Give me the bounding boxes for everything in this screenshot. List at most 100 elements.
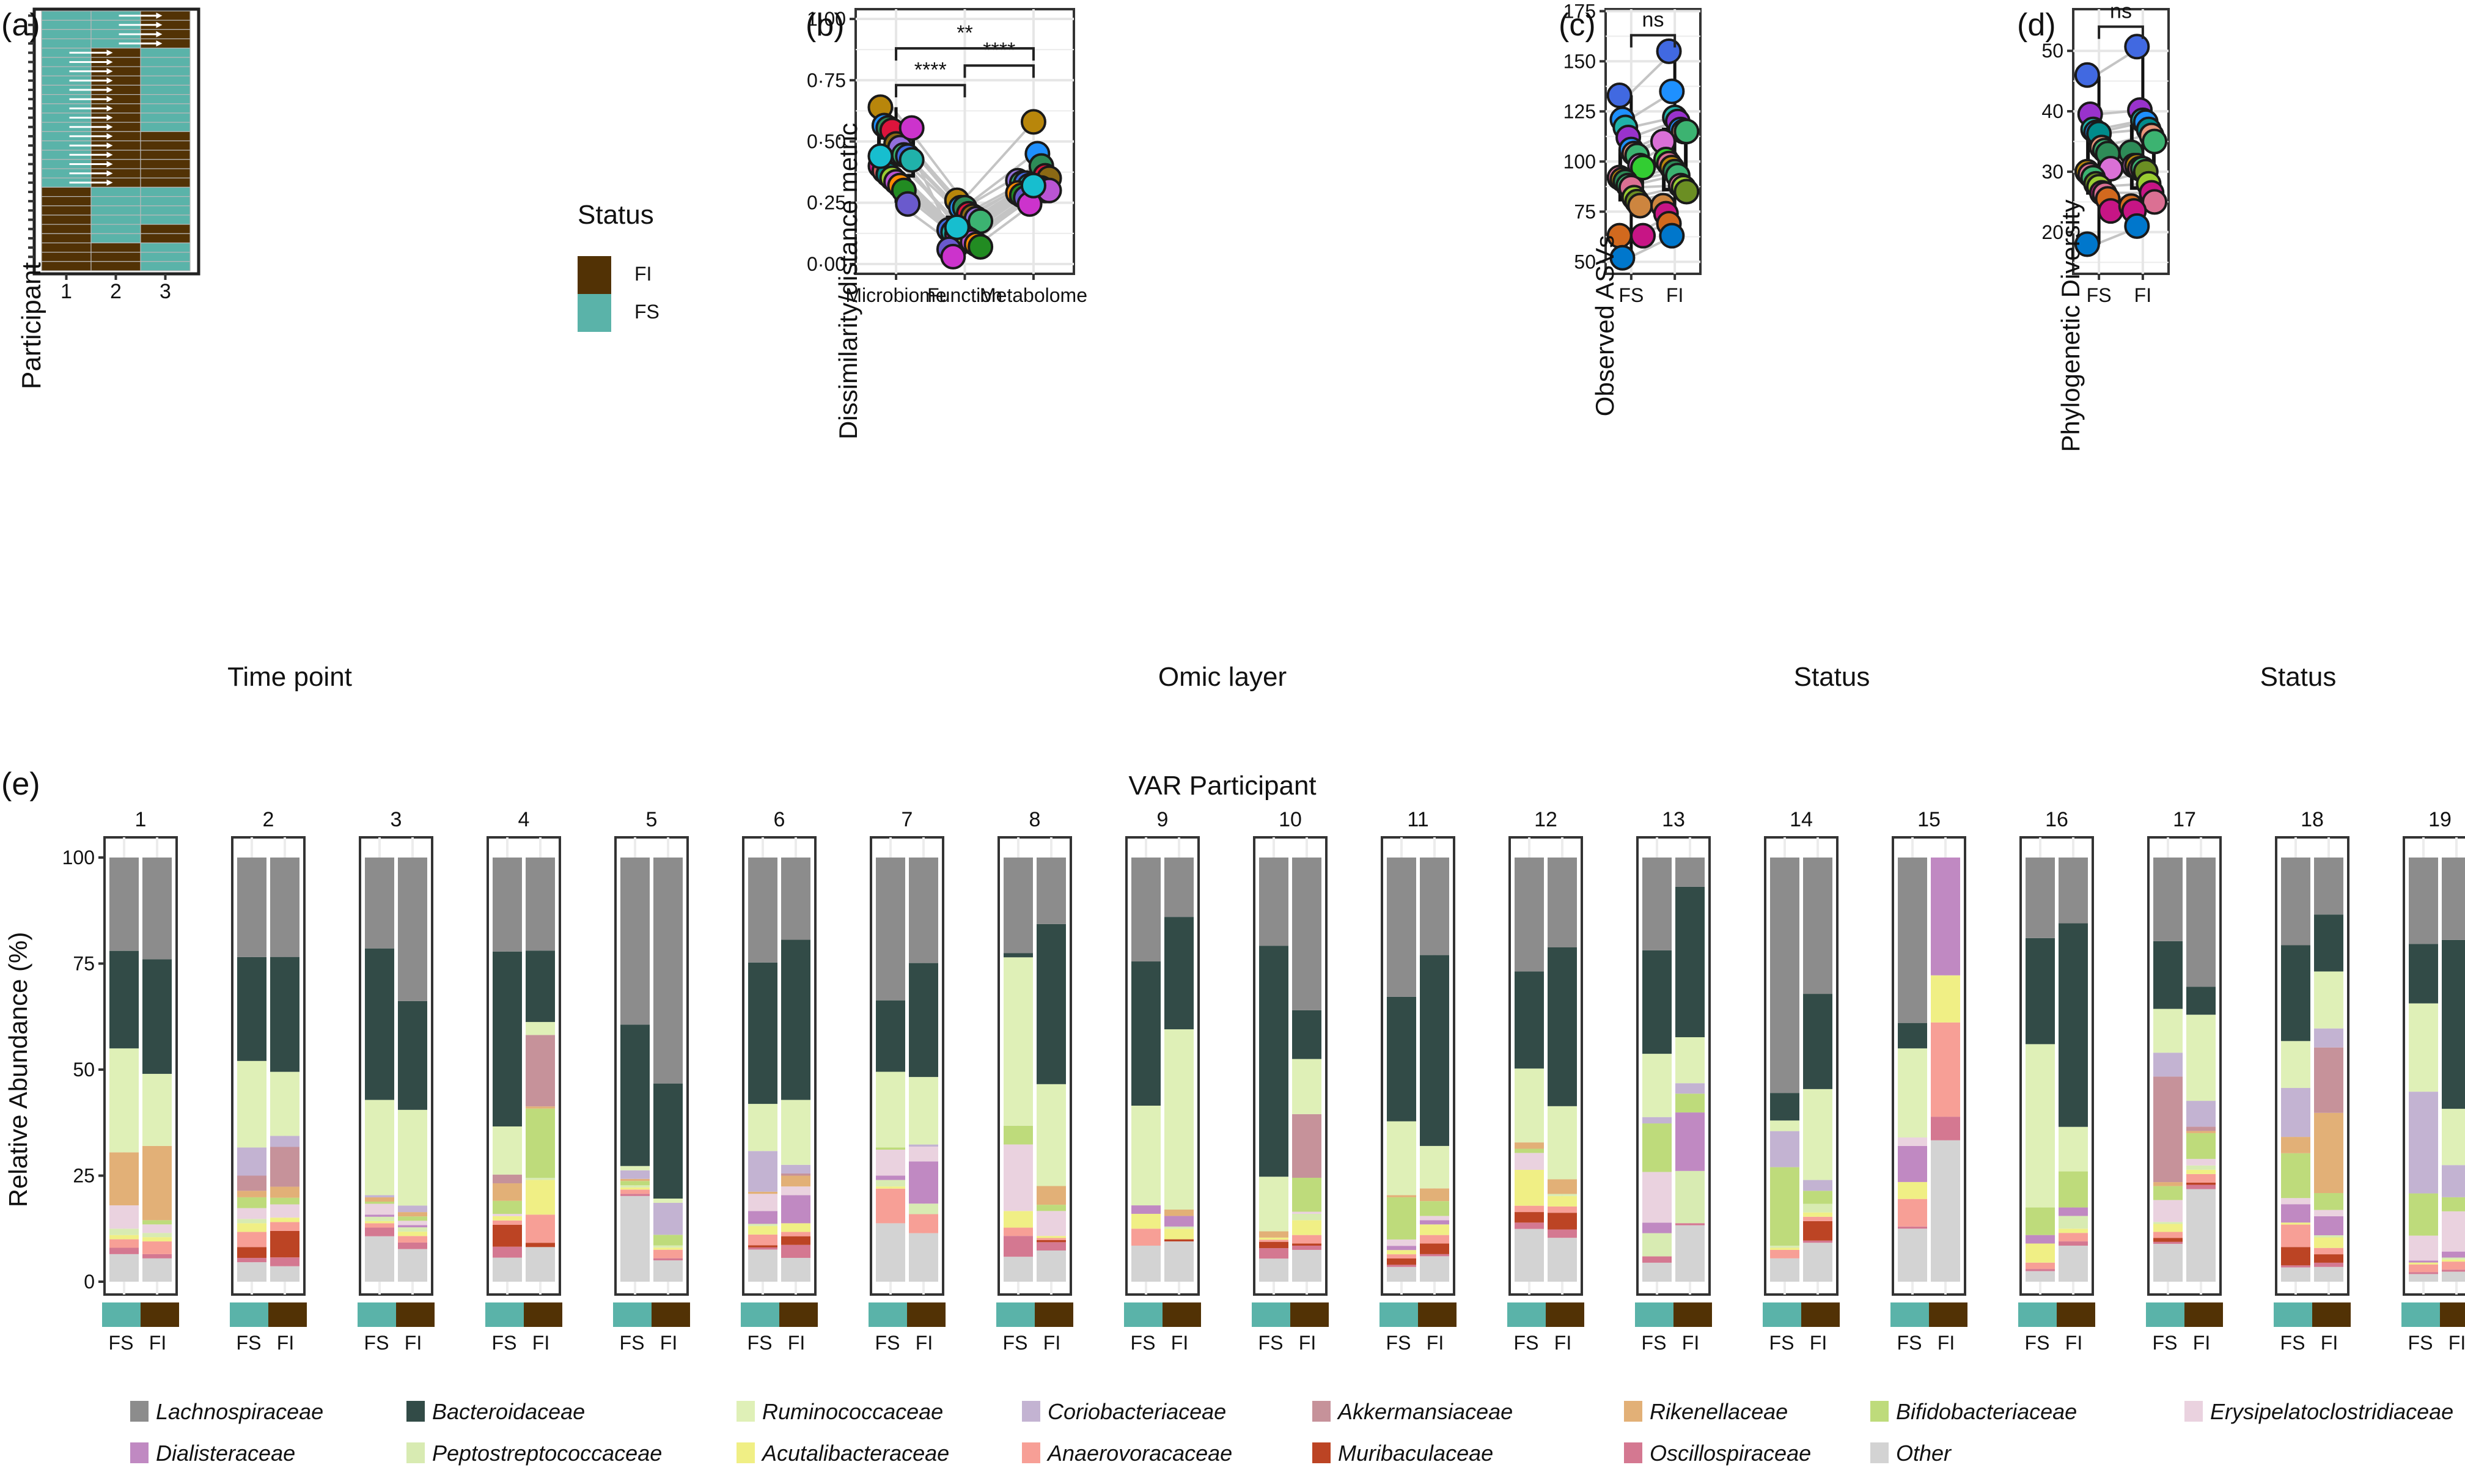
facet-label: 2 — [263, 808, 274, 831]
bar-segment-bacteroidaceae — [781, 939, 810, 1100]
bar-status-label: FS — [1003, 1332, 1028, 1354]
a-arrow-head — [106, 105, 113, 112]
bar-status-label: FS — [492, 1332, 517, 1354]
bar-segment-peptostreptococcaceae — [653, 1245, 683, 1248]
b-x-axis-title: Omic layer — [1158, 662, 1287, 692]
bar-segment-lachnospiraceae — [748, 858, 777, 963]
facet-label: 8 — [1029, 808, 1041, 831]
bar-segment-other — [1420, 1256, 1449, 1282]
facet-participant-8: 8 FS FI — [996, 808, 1073, 1354]
bar-segment-other — [142, 1258, 172, 1282]
bar-segment-rikenellaceae — [142, 1145, 172, 1221]
bar-segment-lachnospiraceae — [493, 858, 522, 952]
bar-segment-erysipelatoclostridiaceae — [2409, 1235, 2438, 1261]
bar-segment-other — [365, 1236, 394, 1282]
bar-segment-akkermansiaceae — [2314, 1047, 2343, 1113]
panel-d-label: (d) — [2017, 7, 2056, 43]
facet-participant-19: 19 FS FI — [2401, 808, 2465, 1354]
panel-c-observed-asvs: 50 75 100 125 150 175 FS FI ns — [1563, 0, 1702, 306]
bar-segment-oscillospiraceae — [142, 1254, 172, 1258]
legend-swatch-anaerovoracaceae — [1022, 1442, 1040, 1463]
bar-segment-bifidobacteriaceae — [1004, 1125, 1033, 1145]
bar-segment-lachnospiraceae — [365, 858, 394, 949]
bar-segment-erysipelatoclostridiaceae — [1898, 1137, 1927, 1146]
bar-segment-peptostreptococcaceae — [237, 1219, 266, 1224]
bar-segment-coriobacteriaceae — [2186, 1101, 2216, 1127]
bar-segment-lachnospiraceae — [2409, 858, 2438, 944]
bar-segment-bacteroidaceae — [2409, 944, 2438, 1004]
bar-segment-anaerovoracaceae — [493, 1220, 522, 1225]
a-arrow-head — [106, 170, 113, 177]
bar-status-label: FI — [1810, 1332, 1827, 1354]
bar-segment-lachnospiraceae — [2186, 858, 2216, 987]
bar-segment-lachnospiraceae — [653, 858, 683, 1084]
bar-segment-lachnospiraceae — [1642, 858, 1672, 950]
facet-label: 18 — [2301, 808, 2324, 831]
bar-segment-bacteroidaceae — [1642, 950, 1672, 1054]
bar-segment-anaerovoracaceae — [1931, 1022, 1960, 1117]
bar-segment-ruminococcaceae — [1164, 1029, 1194, 1210]
a-tile-FS — [140, 112, 191, 123]
a-legend-swatch-FS — [578, 294, 611, 332]
bar-status-label: FS — [2153, 1332, 2178, 1354]
bar-segment-bacteroidaceae — [1131, 961, 1161, 1106]
bar-status-label: FS — [1386, 1332, 1411, 1354]
bar-segment-peptostreptococcaceae — [1164, 1226, 1194, 1229]
y-tick-label: 30 — [2041, 161, 2063, 183]
bar-segment-rikenellaceae — [748, 1191, 777, 1194]
bar-segment-anaerovoracaceae — [237, 1232, 266, 1247]
status-strip-FI — [1673, 1302, 1712, 1327]
bar-segment-bacteroidaceae — [493, 951, 522, 1127]
legend-swatch-rikenellaceae — [1624, 1401, 1642, 1422]
d-y-axis-title: Phylogenetic Diversity — [2056, 199, 2085, 452]
bar-segment-muribaculaceae — [270, 1230, 299, 1258]
bar-segment-oscillospiraceae — [1037, 1242, 1066, 1251]
facet-participant-12: 12 FS FI — [1507, 808, 1584, 1354]
bar-segment-other — [1931, 1140, 1960, 1282]
legend-swatch-ruminococcaceae — [737, 1401, 755, 1422]
bar-status-label: FS — [1897, 1332, 1922, 1354]
a-tile-FS — [41, 38, 92, 49]
bar-segment-anaerovoracaceae — [1548, 1206, 1577, 1213]
bar-segment-rikenellaceae — [781, 1175, 810, 1187]
facet-participant-16: 16 FS FI — [2018, 808, 2095, 1354]
bar-segment-other — [2281, 1267, 2310, 1282]
status-strip-FS — [1890, 1302, 1929, 1327]
y-tick-label: 1·00 — [807, 8, 846, 30]
bar-segment-bifidobacteriaceae — [1675, 1093, 1705, 1113]
bar-segment-acutalibacteraceae — [1803, 1212, 1832, 1217]
facet-label: 1 — [135, 808, 147, 831]
facet-participant-14: 14 FS FI — [1763, 808, 1840, 1354]
bar-segment-bifidobacteriaceae — [142, 1220, 172, 1225]
bar-segment-erysipelatoclostridiaceae — [142, 1224, 172, 1233]
status-strip-FS — [230, 1302, 268, 1327]
status-strip-FI — [1418, 1302, 1457, 1327]
bar-segment-bacteroidaceae — [1292, 1010, 1321, 1059]
bar-status-label: FS — [1642, 1332, 1667, 1354]
y-tick-label: 0·75 — [807, 69, 846, 91]
panel-a-label: (a) — [1, 7, 40, 43]
status-strip-FI — [1929, 1302, 1967, 1327]
bar-segment-muribaculaceae — [237, 1247, 266, 1258]
bar-segment-acutalibacteraceae — [109, 1235, 139, 1240]
a-tile-FS — [140, 215, 191, 225]
bar-segment-rikenellaceae — [526, 1106, 555, 1109]
bar-segment-other — [270, 1266, 299, 1282]
bar-segment-muribaculaceae — [1420, 1243, 1449, 1254]
status-strip-FI — [1546, 1302, 1584, 1327]
bar-segment-other — [1259, 1258, 1288, 1282]
legend-label: Acutalibacteraceae — [761, 1441, 949, 1466]
bar-segment-erysipelatoclostridiaceae — [1642, 1172, 1672, 1223]
bar-segment-erysipelatoclostridiaceae — [2281, 1198, 2310, 1205]
bar-segment-peptostreptococcaceae — [1292, 1213, 1321, 1221]
bar-status-label: FI — [2193, 1332, 2210, 1354]
bar-segment-erysipelatoclostridiaceae — [781, 1186, 810, 1196]
bar-segment-other — [2409, 1274, 2438, 1282]
bar-segment-anaerovoracaceae — [142, 1241, 172, 1254]
bar-segment-other — [1515, 1229, 1544, 1282]
a-tile-FI — [140, 233, 191, 244]
bar-segment-peptostreptococcaceae — [748, 1224, 777, 1226]
bar-segment-oscillospiraceae — [237, 1258, 266, 1263]
bar-segment-lachnospiraceae — [1803, 858, 1832, 994]
status-strip-FS — [102, 1302, 141, 1327]
